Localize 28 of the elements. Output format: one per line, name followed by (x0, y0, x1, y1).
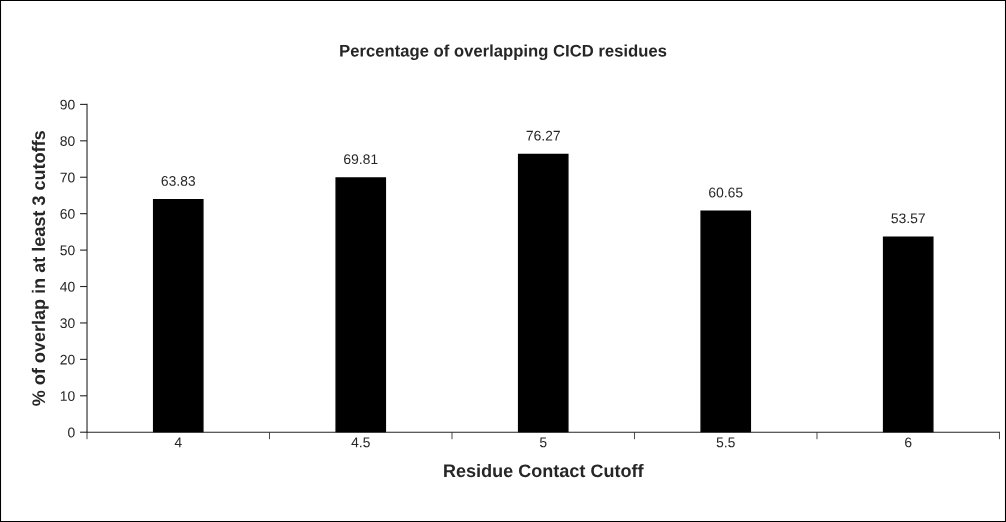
bar (152, 199, 204, 433)
x-axis-title: Residue Contact Cutoff (444, 463, 644, 478)
y-tick-label: 20 (60, 354, 75, 365)
y-tick-label: 10 (60, 391, 75, 401)
data-label: 69.81 (344, 154, 378, 165)
x-tick-label: 4 (174, 437, 182, 448)
y-tick-label: 0 (68, 427, 75, 438)
y-tick-label: 30 (60, 318, 75, 329)
chart-title: Percentage of overlapping CICD residues (340, 44, 667, 60)
y-axis-title: % of overlap in at least 3 cutoffs (31, 131, 49, 406)
y-tick-label: 70 (60, 172, 75, 183)
bar (517, 153, 569, 433)
x-tick-label: 4.5 (351, 437, 370, 448)
x-tick-label: 5.5 (716, 437, 735, 448)
y-tick-label: 80 (60, 136, 75, 146)
y-tick-label: 90 (60, 99, 75, 110)
bar (335, 177, 387, 433)
bar (882, 236, 934, 433)
data-label: 76.27 (526, 130, 560, 141)
bar (700, 210, 752, 433)
data-label: 63.83 (161, 176, 196, 186)
data-label: 60.65 (709, 187, 743, 198)
data-label: 53.57 (891, 213, 925, 224)
y-tick-label: 50 (60, 245, 75, 256)
x-tick-label: 5 (539, 437, 547, 448)
y-tick-label: 40 (60, 281, 75, 292)
x-tick-label: 6 (905, 437, 912, 448)
y-tick-label: 60 (60, 209, 75, 219)
